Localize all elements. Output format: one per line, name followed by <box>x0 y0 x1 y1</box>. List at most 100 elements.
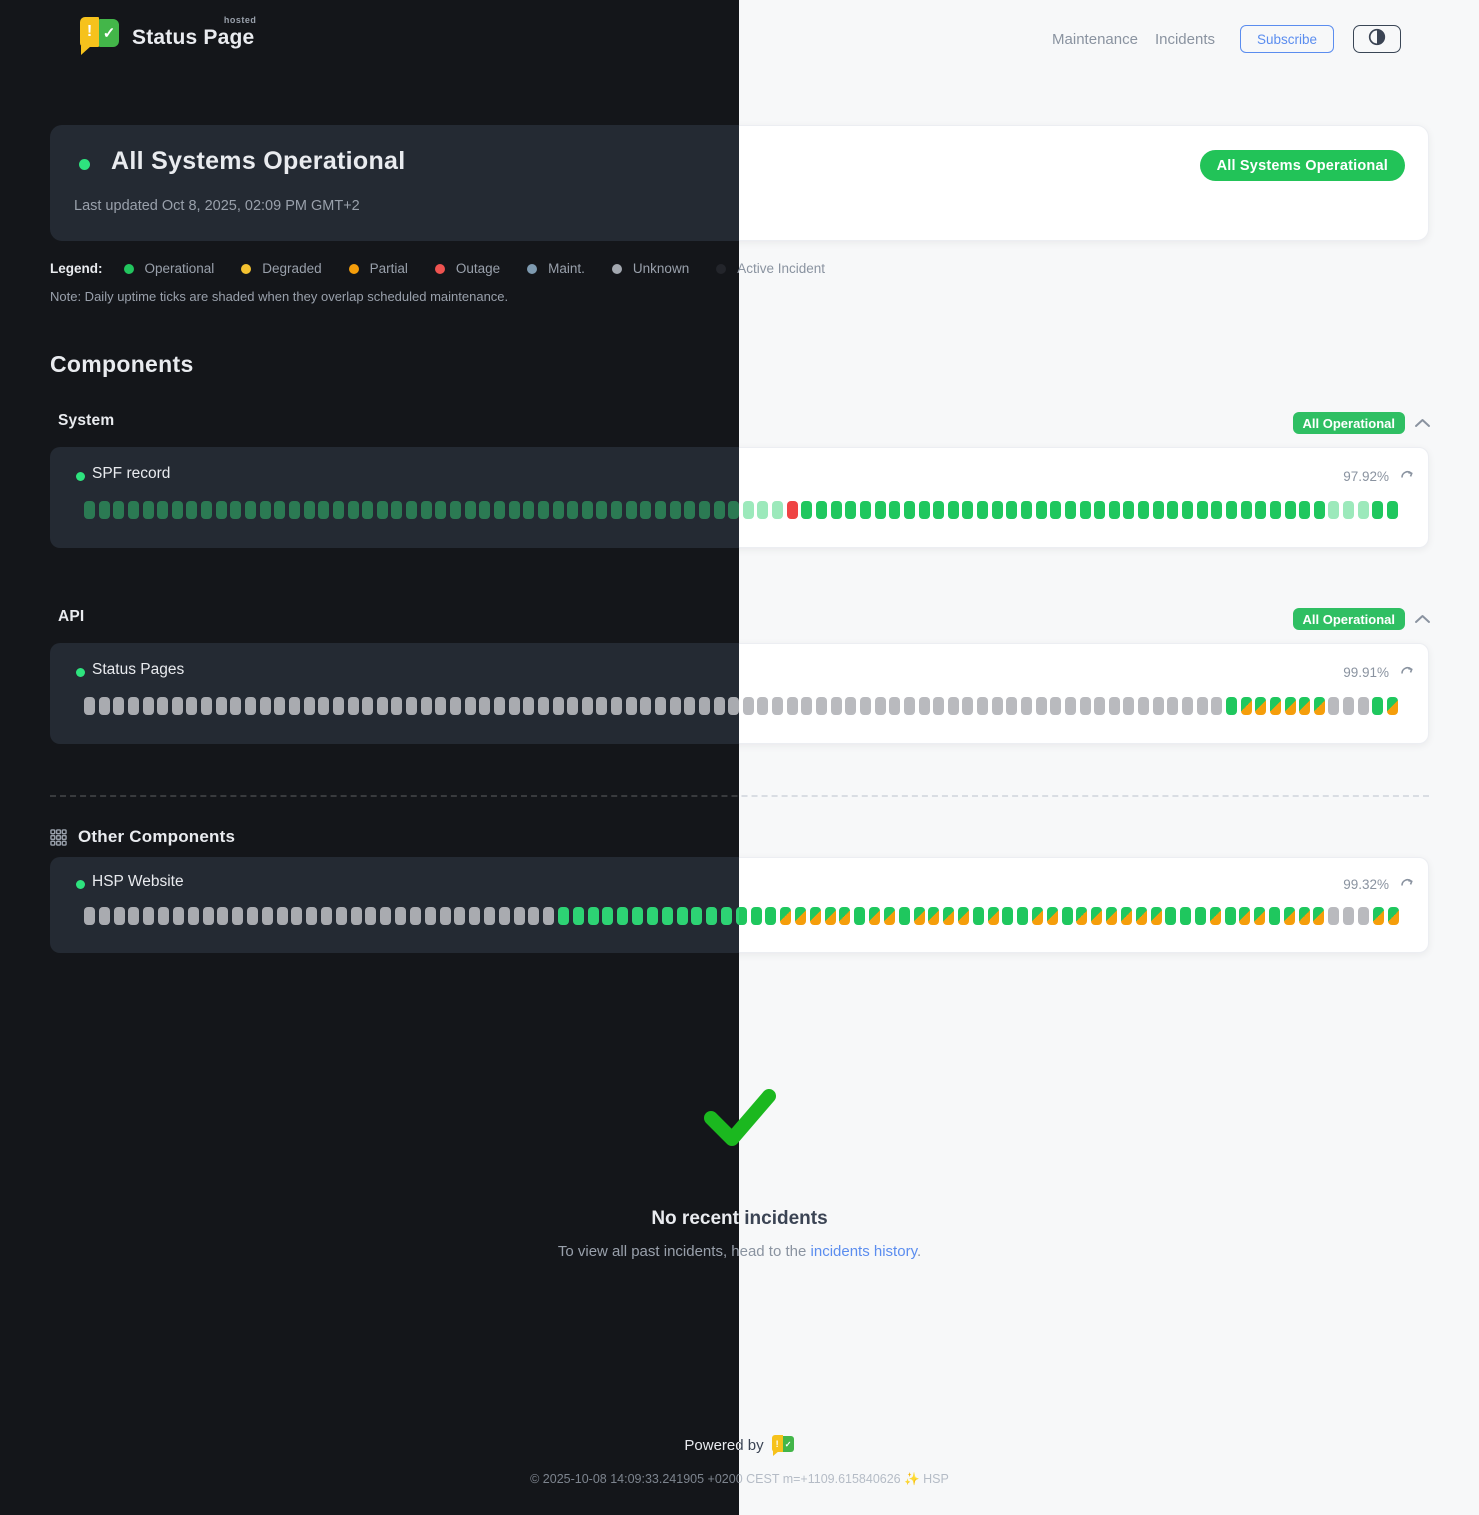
uptime-tick[interactable] <box>765 907 777 925</box>
uptime-tick[interactable] <box>957 907 969 925</box>
uptime-tick[interactable] <box>276 907 288 925</box>
uptime-tick[interactable] <box>157 697 169 715</box>
uptime-tick[interactable] <box>596 697 608 715</box>
uptime-tick[interactable] <box>306 907 318 925</box>
uptime-tick[interactable] <box>625 501 637 519</box>
uptime-tick[interactable] <box>1108 697 1120 715</box>
uptime-tick[interactable] <box>321 907 332 925</box>
uptime-tick[interactable] <box>1372 501 1384 519</box>
uptime-tick[interactable] <box>602 907 614 925</box>
uptime-tick[interactable] <box>469 907 481 925</box>
uptime-tick[interactable] <box>1150 907 1162 925</box>
uptime-tick[interactable] <box>303 697 315 715</box>
uptime-tick[interactable] <box>617 907 629 925</box>
uptime-tick[interactable] <box>889 501 901 519</box>
uptime-tick[interactable] <box>318 501 330 519</box>
uptime-tick[interactable] <box>1283 907 1295 925</box>
uptime-tick[interactable] <box>1123 501 1135 519</box>
uptime-tick[interactable] <box>1006 697 1018 715</box>
uptime-tick[interactable] <box>977 697 989 715</box>
uptime-tick[interactable] <box>1211 697 1223 715</box>
uptime-tick[interactable] <box>816 697 828 715</box>
uptime-tick[interactable] <box>1269 501 1281 519</box>
uptime-tick[interactable] <box>552 501 564 519</box>
uptime-tick[interactable] <box>127 697 139 715</box>
uptime-tick[interactable] <box>1152 501 1164 519</box>
uptime-tick[interactable] <box>684 697 696 715</box>
uptime-tick[interactable] <box>420 697 432 715</box>
uptime-tick[interactable] <box>537 501 549 519</box>
uptime-tick[interactable] <box>991 697 1003 715</box>
uptime-tick[interactable] <box>1387 697 1399 715</box>
uptime-tick[interactable] <box>113 697 125 715</box>
uptime-tick[interactable] <box>1299 501 1311 519</box>
uptime-tick[interactable] <box>816 501 828 519</box>
uptime-tick[interactable] <box>1372 697 1384 715</box>
uptime-tick[interactable] <box>261 907 273 925</box>
uptime-tick[interactable] <box>508 501 520 519</box>
uptime-tick[interactable] <box>698 697 710 715</box>
uptime-tick[interactable] <box>1165 907 1177 925</box>
uptime-tick[interactable] <box>376 501 388 519</box>
uptime-tick[interactable] <box>259 697 271 715</box>
uptime-tick[interactable] <box>780 907 792 925</box>
uptime-tick[interactable] <box>1006 501 1018 519</box>
uptime-tick[interactable] <box>928 907 940 925</box>
uptime-tick[interactable] <box>215 501 227 519</box>
uptime-tick[interactable] <box>1061 907 1073 925</box>
uptime-tick[interactable] <box>376 697 388 715</box>
uptime-tick[interactable] <box>1046 907 1058 925</box>
uptime-tick[interactable] <box>1182 501 1194 519</box>
uptime-tick[interactable] <box>669 697 681 715</box>
uptime-tick[interactable] <box>230 501 242 519</box>
uptime-tick[interactable] <box>201 501 213 519</box>
uptime-tick[interactable] <box>288 697 300 715</box>
uptime-tick[interactable] <box>728 697 740 715</box>
uptime-tick[interactable] <box>142 501 154 519</box>
uptime-tick[interactable] <box>187 907 199 925</box>
uptime-tick[interactable] <box>587 907 599 925</box>
uptime-tick[interactable] <box>1138 697 1150 715</box>
uptime-tick[interactable] <box>245 501 257 519</box>
uptime-tick[interactable] <box>854 907 866 925</box>
uptime-tick[interactable] <box>632 907 644 925</box>
uptime-tick[interactable] <box>933 697 945 715</box>
uptime-tick[interactable] <box>1343 501 1355 519</box>
uptime-tick[interactable] <box>772 697 784 715</box>
uptime-tick[interactable] <box>424 907 436 925</box>
uptime-tick[interactable] <box>1225 501 1237 519</box>
uptime-tick[interactable] <box>215 697 227 715</box>
uptime-tick[interactable] <box>172 907 184 925</box>
uptime-tick[interactable] <box>654 697 666 715</box>
uptime-tick[interactable] <box>918 501 930 519</box>
uptime-tick[interactable] <box>640 501 652 519</box>
uptime-tick[interactable] <box>889 697 901 715</box>
uptime-tick[interactable] <box>1017 907 1029 925</box>
uptime-tick[interactable] <box>365 907 377 925</box>
uptime-tick[interactable] <box>498 907 510 925</box>
uptime-tick[interactable] <box>809 907 821 925</box>
uptime-tick[interactable] <box>464 697 476 715</box>
uptime-tick[interactable] <box>1387 907 1399 925</box>
uptime-tick[interactable] <box>742 697 754 715</box>
uptime-tick[interactable] <box>1079 501 1091 519</box>
uptime-tick[interactable] <box>903 697 915 715</box>
uptime-tick[interactable] <box>567 697 579 715</box>
uptime-tick[interactable] <box>435 697 447 715</box>
uptime-tick[interactable] <box>913 907 925 925</box>
uptime-tick[interactable] <box>1387 501 1399 519</box>
uptime-tick[interactable] <box>127 501 139 519</box>
chevron-up-icon[interactable] <box>1414 614 1431 624</box>
uptime-tick[interactable] <box>830 501 842 519</box>
uptime-tick[interactable] <box>1343 697 1355 715</box>
uptime-tick[interactable] <box>291 907 303 925</box>
uptime-tick[interactable] <box>640 697 652 715</box>
uptime-tick[interactable] <box>859 501 871 519</box>
brand-logo[interactable]: ! ✓ Status Page hosted <box>80 15 256 55</box>
uptime-tick[interactable] <box>98 697 110 715</box>
uptime-tick[interactable] <box>1313 501 1325 519</box>
uptime-tick[interactable] <box>859 697 871 715</box>
uptime-tick[interactable] <box>1032 907 1043 925</box>
uptime-tick[interactable] <box>757 697 769 715</box>
uptime-tick[interactable] <box>713 501 725 519</box>
